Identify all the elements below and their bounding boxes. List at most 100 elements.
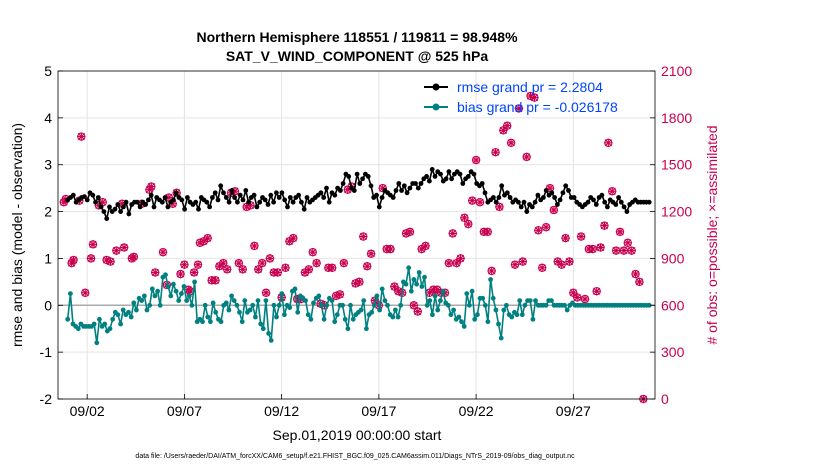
rmse-point <box>218 183 224 189</box>
rmse-point <box>321 195 327 200</box>
rmse-point <box>274 190 279 196</box>
rmse-point <box>271 199 276 205</box>
x-tick-label: 09/27 <box>556 403 591 419</box>
bias-point <box>332 319 338 325</box>
bias-point <box>464 291 470 296</box>
obs-count-marker <box>576 232 586 241</box>
bias-point <box>350 316 356 322</box>
bias-point <box>498 335 504 341</box>
rmse-point <box>104 216 110 222</box>
obs-count-marker <box>596 243 605 252</box>
bias-point <box>282 312 287 318</box>
obs-count-marker <box>452 258 461 268</box>
obs-count-marker <box>448 229 457 238</box>
obs-count-marker <box>106 257 115 266</box>
rmse-point <box>504 190 510 196</box>
bias-point <box>519 312 525 318</box>
bias-point <box>131 300 137 306</box>
rmse-point <box>173 190 179 196</box>
rmse-point <box>552 195 557 200</box>
rmse-point <box>393 188 399 193</box>
legend-rmse-marker <box>432 83 440 91</box>
rmse-point <box>365 174 371 179</box>
obs-count-marker <box>180 260 189 269</box>
rmse-point <box>482 190 488 196</box>
obs-count-marker <box>619 246 629 255</box>
rmse-point <box>182 206 188 212</box>
bias-point <box>432 293 438 299</box>
obs-count-marker <box>487 266 496 276</box>
rmse-point <box>285 204 290 210</box>
obs-count-marker <box>308 247 317 257</box>
obs-count-marker <box>151 268 160 277</box>
rmse-point <box>246 199 252 205</box>
rmse-point <box>379 195 385 200</box>
x-axis-label: Sep.01,2019 00:00:00 start <box>273 427 442 443</box>
rmse-point <box>346 174 352 179</box>
obs-count-marker <box>600 221 609 230</box>
obs-count-marker <box>510 260 520 269</box>
rmse-point <box>151 204 157 210</box>
obs-count-marker <box>147 182 156 191</box>
rmse-point <box>555 202 560 207</box>
bias-point <box>340 302 345 308</box>
bias-point <box>358 307 364 313</box>
bias-point <box>393 307 398 313</box>
bias-point <box>411 277 417 282</box>
rmse-point <box>624 209 630 215</box>
bias-point <box>258 321 264 327</box>
y-tick-label: -1 <box>40 344 53 360</box>
bias-point <box>295 309 301 315</box>
chart-title-line1: Northern Hemisphere 118551 / 119811 = 98… <box>196 29 518 45</box>
bias-point <box>126 309 131 315</box>
bias-point <box>530 316 536 322</box>
chart-title-line2: SAT_V_WIND_COMPONENT @ 525 hPa <box>226 48 489 64</box>
obs-count-marker <box>549 205 559 215</box>
bias-point <box>139 298 145 303</box>
bias-point <box>564 307 570 313</box>
bias-point <box>118 321 123 327</box>
rmse-point <box>415 185 421 191</box>
rmse-point <box>438 171 443 177</box>
obs-count-marker <box>355 277 364 287</box>
rmse-point <box>374 192 379 198</box>
rmse-point <box>257 199 263 205</box>
rmse-point <box>324 185 329 191</box>
bias-point <box>533 298 538 303</box>
bias-point <box>94 340 100 346</box>
rmse-point <box>599 192 605 198</box>
rmse-point <box>304 195 310 200</box>
bias-point <box>147 302 153 308</box>
rmse-point <box>591 197 596 203</box>
rmse-point <box>254 204 260 210</box>
bias-point <box>416 270 422 275</box>
rmse-point <box>215 197 221 203</box>
bias-point <box>467 302 472 308</box>
bias-point <box>165 284 171 289</box>
bias-point <box>218 319 224 325</box>
obs-count-marker <box>261 288 271 297</box>
rmse-point <box>585 199 591 205</box>
bias-point <box>406 265 412 271</box>
y-tick-label: 5 <box>44 63 52 79</box>
rmse-point <box>399 188 404 193</box>
rmse-point <box>212 190 218 196</box>
bias-point <box>482 302 488 308</box>
bias-point <box>179 291 184 296</box>
bias-point <box>120 307 126 313</box>
rmse-point <box>524 209 530 215</box>
rmse-point <box>493 199 499 205</box>
rmse-point <box>471 171 477 177</box>
rmse-point <box>338 188 343 193</box>
obs-count-marker <box>257 258 267 268</box>
rmse-point <box>376 204 382 210</box>
bias-point <box>419 284 425 289</box>
left-axis: -2 -1 0 1 2 3 4 5 <box>40 63 63 407</box>
bias-point <box>305 312 311 318</box>
rmse-series-points <box>65 167 652 222</box>
bias-point <box>342 316 348 322</box>
bias-point <box>239 319 245 325</box>
y-tick-label: -2 <box>40 391 53 407</box>
rmse-point <box>159 199 165 205</box>
